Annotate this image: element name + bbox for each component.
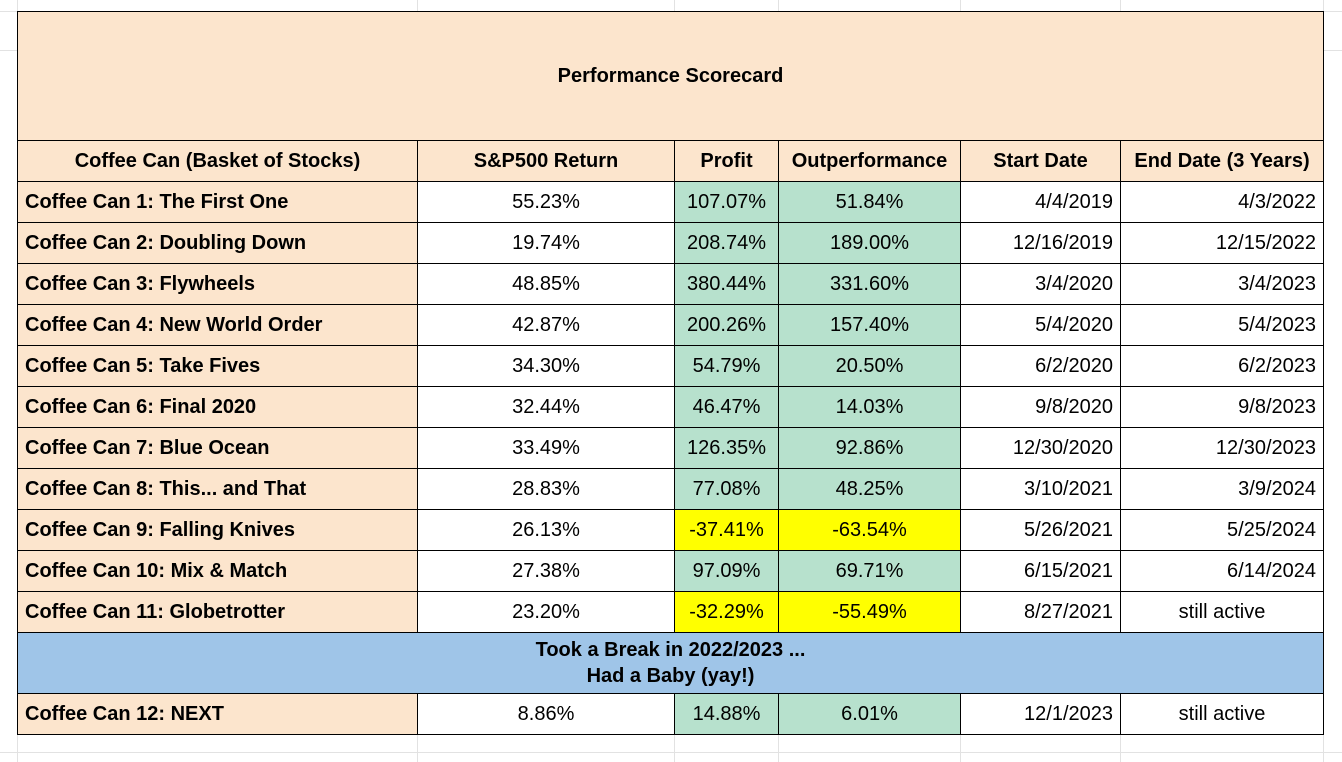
basket-name-cell[interactable]: Coffee Can 12: NEXT	[17, 693, 418, 735]
profit-cell[interactable]: 46.47%	[674, 386, 779, 428]
basket-name-cell[interactable]: Coffee Can 4: New World Order	[17, 304, 418, 346]
basket-name-cell[interactable]: Coffee Can 1: The First One	[17, 181, 418, 223]
outperformance-cell[interactable]: 48.25%	[778, 468, 961, 510]
table-row: Coffee Can 3: Flywheels 48.85% 380.44% 331.…	[17, 263, 1324, 305]
basket-name-cell[interactable]: Coffee Can 3: Flywheels	[17, 263, 418, 305]
header-end-date[interactable]: End Date (3 Years)	[1120, 140, 1324, 182]
basket-name-cell[interactable]: Coffee Can 10: Mix & Match	[17, 550, 418, 592]
basket-name-cell[interactable]: Coffee Can 2: Doubling Down	[17, 222, 418, 264]
sp500-return-cell[interactable]: 26.13%	[417, 509, 675, 551]
end-date-cell[interactable]: 12/30/2023	[1120, 427, 1324, 469]
profit-cell[interactable]: 126.35%	[674, 427, 779, 469]
sp500-return-cell[interactable]: 48.85%	[417, 263, 675, 305]
table-row: Coffee Can 6: Final 2020 32.44% 46.47% 14.0…	[17, 386, 1324, 428]
break-note-line2: Had a Baby (yay!)	[586, 665, 755, 687]
header-profit[interactable]: Profit	[674, 140, 779, 182]
scorecard-title[interactable]: Performance Scorecard	[17, 11, 1324, 141]
profit-cell[interactable]: -32.29%	[674, 591, 779, 633]
end-date-cell[interactable]: still active	[1120, 591, 1324, 633]
end-date-cell[interactable]: still active	[1120, 693, 1324, 735]
header-row: Coffee Can (Basket of Stocks) S&P500 Ret…	[17, 140, 1324, 182]
start-date-cell[interactable]: 6/15/2021	[960, 550, 1121, 592]
table-row: Coffee Can 9: Falling Knives 26.13% -37.41…	[17, 509, 1324, 551]
profit-cell[interactable]: 54.79%	[674, 345, 779, 387]
table-row: Coffee Can 11: Globetrotter 23.20% -32.29%…	[17, 591, 1324, 633]
sp500-return-cell[interactable]: 8.86%	[417, 693, 675, 735]
end-date-cell[interactable]: 12/15/2022	[1120, 222, 1324, 264]
start-date-cell[interactable]: 12/30/2020	[960, 427, 1121, 469]
start-date-cell[interactable]: 3/4/2020	[960, 263, 1121, 305]
profit-cell[interactable]: 208.74%	[674, 222, 779, 264]
profit-cell[interactable]: 107.07%	[674, 181, 779, 223]
table-row: Coffee Can 7: Blue Ocean 33.49% 126.35% 92.…	[17, 427, 1324, 469]
sp500-return-cell[interactable]: 19.74%	[417, 222, 675, 264]
start-date-cell[interactable]: 4/4/2019	[960, 181, 1121, 223]
end-date-cell[interactable]: 3/4/2023	[1120, 263, 1324, 305]
sp500-return-cell[interactable]: 23.20%	[417, 591, 675, 633]
basket-name-cell[interactable]: Coffee Can 8: This... and That	[17, 468, 418, 510]
profit-cell[interactable]: 97.09%	[674, 550, 779, 592]
end-date-cell[interactable]: 6/2/2023	[1120, 345, 1324, 387]
end-date-cell[interactable]: 3/9/2024	[1120, 468, 1324, 510]
end-date-cell[interactable]: 4/3/2022	[1120, 181, 1324, 223]
start-date-cell[interactable]: 12/16/2019	[960, 222, 1121, 264]
outperformance-cell[interactable]: 20.50%	[778, 345, 961, 387]
table-row: Coffee Can 10: Mix & Match 27.38% 97.09% 69…	[17, 550, 1324, 592]
start-date-cell[interactable]: 9/8/2020	[960, 386, 1121, 428]
outperformance-cell[interactable]: 6.01%	[778, 693, 961, 735]
table-row: Coffee Can 2: Doubling Down 19.74% 208.74%…	[17, 222, 1324, 264]
sp500-return-cell[interactable]: 28.83%	[417, 468, 675, 510]
end-date-cell[interactable]: 5/4/2023	[1120, 304, 1324, 346]
sp500-return-cell[interactable]: 33.49%	[417, 427, 675, 469]
table-row: Coffee Can 8: This... and That 28.83% 77.0…	[17, 468, 1324, 510]
basket-name-cell[interactable]: Coffee Can 9: Falling Knives	[17, 509, 418, 551]
start-date-cell[interactable]: 12/1/2023	[960, 693, 1121, 735]
header-outperformance[interactable]: Outperformance	[778, 140, 961, 182]
end-date-cell[interactable]: 5/25/2024	[1120, 509, 1324, 551]
profit-cell[interactable]: 380.44%	[674, 263, 779, 305]
outperformance-cell[interactable]: -63.54%	[778, 509, 961, 551]
outperformance-cell[interactable]: 14.03%	[778, 386, 961, 428]
sp500-return-cell[interactable]: 55.23%	[417, 181, 675, 223]
basket-name-cell[interactable]: Coffee Can 7: Blue Ocean	[17, 427, 418, 469]
profit-cell[interactable]: 77.08%	[674, 468, 779, 510]
performance-scorecard-table: Performance Scorecard Coffee Can (Basket…	[17, 11, 1324, 735]
outperformance-cell[interactable]: -55.49%	[778, 591, 961, 633]
outperformance-cell[interactable]: 69.71%	[778, 550, 961, 592]
table-row: Coffee Can 12: NEXT 8.86% 14.88% 6.01% 12/1/…	[17, 693, 1324, 735]
header-start-date[interactable]: Start Date	[960, 140, 1121, 182]
start-date-cell[interactable]: 3/10/2021	[960, 468, 1121, 510]
basket-name-cell[interactable]: Coffee Can 5: Take Fives	[17, 345, 418, 387]
profit-cell[interactable]: 14.88%	[674, 693, 779, 735]
outperformance-cell[interactable]: 51.84%	[778, 181, 961, 223]
title-row: Performance Scorecard	[17, 11, 1324, 141]
break-note-cell[interactable]: Took a Break in 2022/2023 ... Had a Baby …	[17, 632, 1324, 694]
header-basket[interactable]: Coffee Can (Basket of Stocks)	[17, 140, 418, 182]
sp500-return-cell[interactable]: 42.87%	[417, 304, 675, 346]
start-date-cell[interactable]: 8/27/2021	[960, 591, 1121, 633]
outperformance-cell[interactable]: 331.60%	[778, 263, 961, 305]
start-date-cell[interactable]: 5/26/2021	[960, 509, 1121, 551]
sp500-return-cell[interactable]: 34.30%	[417, 345, 675, 387]
end-date-cell[interactable]: 6/14/2024	[1120, 550, 1324, 592]
header-sp500-return[interactable]: S&P500 Return	[417, 140, 675, 182]
basket-name-cell[interactable]: Coffee Can 11: Globetrotter	[17, 591, 418, 633]
end-date-cell[interactable]: 9/8/2023	[1120, 386, 1324, 428]
break-note-line1: Took a Break in 2022/2023 ...	[535, 639, 806, 661]
outperformance-cell[interactable]: 92.86%	[778, 427, 961, 469]
table-row: Coffee Can 4: New World Order 42.87% 200.2…	[17, 304, 1324, 346]
basket-name-cell[interactable]: Coffee Can 6: Final 2020	[17, 386, 418, 428]
sp500-return-cell[interactable]: 27.38%	[417, 550, 675, 592]
outperformance-cell[interactable]: 157.40%	[778, 304, 961, 346]
start-date-cell[interactable]: 5/4/2020	[960, 304, 1121, 346]
break-row: Took a Break in 2022/2023 ... Had a Baby …	[17, 632, 1324, 694]
table-row: Coffee Can 1: The First One 55.23% 107.07%…	[17, 181, 1324, 223]
outperformance-cell[interactable]: 189.00%	[778, 222, 961, 264]
table-row: Coffee Can 5: Take Fives 34.30% 54.79% 20.5…	[17, 345, 1324, 387]
start-date-cell[interactable]: 6/2/2020	[960, 345, 1121, 387]
profit-cell[interactable]: 200.26%	[674, 304, 779, 346]
sp500-return-cell[interactable]: 32.44%	[417, 386, 675, 428]
profit-cell[interactable]: -37.41%	[674, 509, 779, 551]
